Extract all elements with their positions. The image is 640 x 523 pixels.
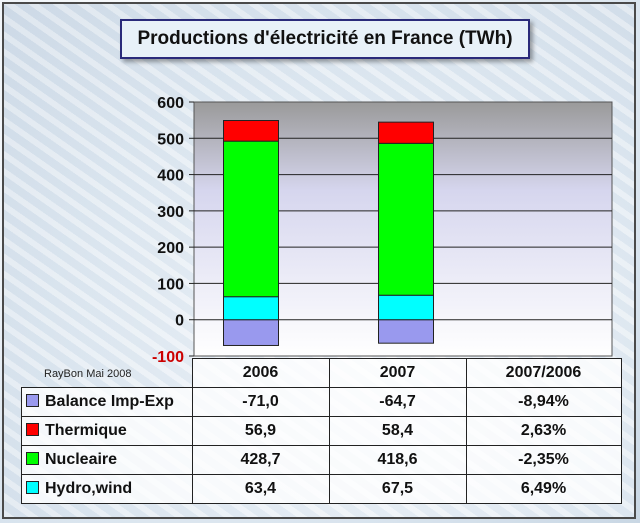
bar-segment [223,296,279,321]
row-label: Hydro,wind [21,474,193,504]
table-header-row: 2006 2007 2007/2006 [22,358,622,388]
table-row: Hydro,wind 63,4 67,5 6,49% [21,474,622,504]
row-label-text: Balance Imp-Exp [45,393,174,410]
table-row: Nucleaire 428,7 418,6 -2,35% [21,445,622,475]
table-corner [22,359,193,388]
y-tick-label: 400 [157,168,184,185]
stacked-bar-chart: 600 500 400 300 200 100 0 -100 [152,95,613,366]
y-tick-label: 0 [175,313,184,330]
bar-segment [223,140,279,298]
table-row: Thermique 56,9 58,4 2,63% [21,416,622,446]
table-header-ratio: 2007/2006 [465,358,622,388]
legend-swatch-hydro [26,481,39,494]
chart-frame: Productions d'électricité en France (TWh… [2,2,636,519]
cell-value: 63,4 [191,474,330,504]
cell-value: 56,9 [191,416,330,446]
cell-value: 67,5 [328,474,467,504]
row-label-text: Nucleaire [45,451,118,468]
cell-value: 418,6 [328,445,467,475]
row-label: Balance Imp-Exp [21,387,193,417]
cell-value: -71,0 [191,387,330,417]
row-label: Nucleaire [21,445,193,475]
bar-segment [378,319,434,344]
y-tick-label: 100 [157,276,184,293]
cell-ratio: -8,94% [465,387,622,417]
bar-segment [378,121,434,144]
cell-ratio: -2,35% [465,445,622,475]
y-tick-label: -100 [152,349,184,366]
cell-ratio: 2,63% [465,416,622,446]
row-label-text: Hydro,wind [45,480,133,497]
table-row: Balance Imp-Exp -71,0 -64,7 -8,94% [21,387,622,417]
cell-value: 58,4 [328,416,467,446]
cell-ratio: 6,49% [465,474,622,504]
y-tick-label: 600 [157,95,184,112]
row-label-text: Thermique [45,422,127,439]
table-header-2006: 2006 [191,358,330,388]
bar-segment [223,319,279,346]
y-tick-label: 200 [157,240,184,257]
bar-segment [223,120,279,142]
cell-value: -64,7 [328,387,467,417]
y-tick-label: 500 [157,131,184,148]
chart-title: Productions d'électricité en France (TWh… [120,19,530,59]
y-tick-label: 300 [157,204,184,221]
bar-segment [378,294,434,321]
table-header-2007: 2007 [328,358,467,388]
cell-value: 428,7 [191,445,330,475]
bar-segment [378,142,434,296]
legend-swatch-balance [26,394,39,407]
row-label: Thermique [21,416,193,446]
data-table: 2006 2007 2007/2006 Balance Imp-Exp -71,… [21,358,622,504]
credit-text: RayBon Mai 2008 [44,368,132,380]
legend-swatch-thermique [26,423,39,436]
legend-swatch-nucleaire [26,452,39,465]
